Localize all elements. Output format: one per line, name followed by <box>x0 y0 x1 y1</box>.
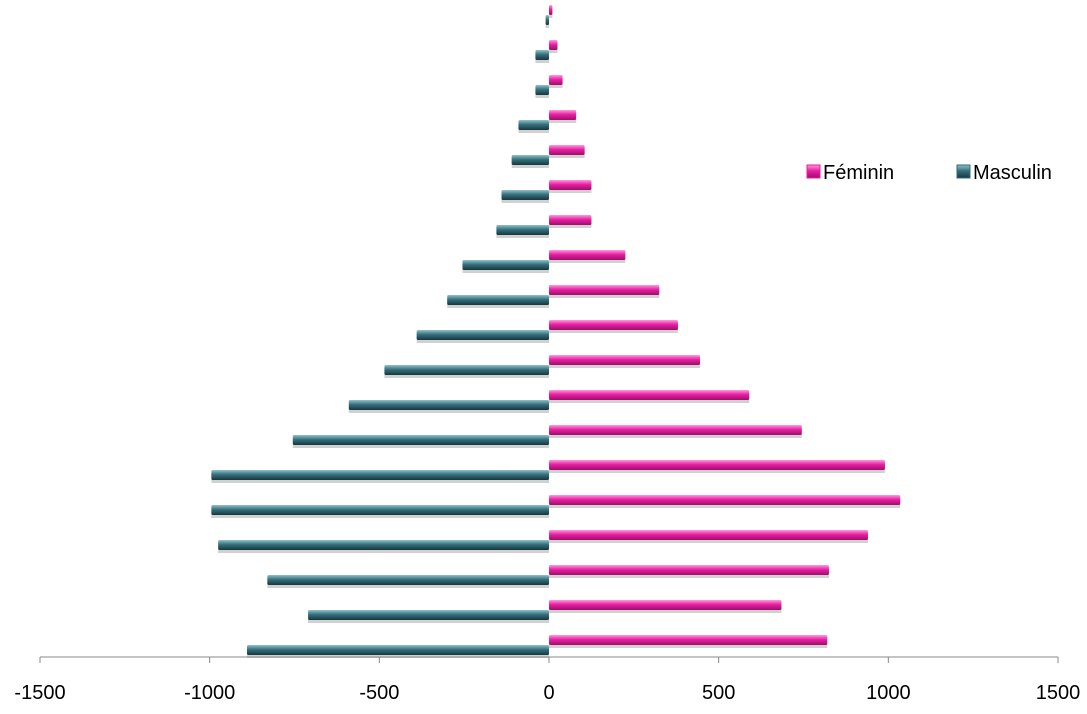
bar-masculin-6 <box>292 435 549 445</box>
bar-feminin-12 <box>549 215 592 225</box>
x-axis-ticks: -1500 -1000 -500 0 500 1000 1500 <box>14 657 1080 704</box>
legend-swatch-feminin <box>806 164 821 179</box>
bar-feminin-9 <box>549 320 678 330</box>
x-tick-label: 500 <box>702 682 735 704</box>
bar-feminin-0 <box>549 635 828 645</box>
bar-masculin-10 <box>447 295 549 305</box>
bar-masculin-5 <box>211 470 549 480</box>
bar-feminin-1 <box>549 600 782 610</box>
x-tick-label: 1000 <box>866 682 911 704</box>
legend-label-masculin: Masculin <box>973 162 1052 184</box>
legend-swatch-masculin <box>956 164 971 179</box>
bar-masculin-8 <box>384 365 549 375</box>
bar-feminin-14 <box>549 145 585 155</box>
bar-masculin-15 <box>518 120 549 130</box>
bar-feminin-3 <box>549 530 868 540</box>
x-tick-label: -1000 <box>184 682 235 704</box>
bar-masculin-13 <box>501 190 549 200</box>
bar-masculin-3 <box>218 540 549 550</box>
bar-masculin-4 <box>211 505 549 515</box>
bars-group <box>211 5 901 658</box>
bar-feminin-13 <box>549 180 592 190</box>
legend: Féminin Masculin <box>806 162 1052 184</box>
bar-feminin-17 <box>549 40 558 50</box>
bar-masculin-17 <box>535 50 549 60</box>
legend-label-feminin: Féminin <box>823 162 894 184</box>
bar-feminin-2 <box>549 565 829 575</box>
bar-feminin-8 <box>549 355 701 365</box>
bar-masculin-12 <box>496 225 549 235</box>
bar-feminin-6 <box>549 425 802 435</box>
bar-feminin-16 <box>549 75 563 85</box>
x-tick-label: -500 <box>359 682 399 704</box>
x-tick-label: -1500 <box>14 682 65 704</box>
bar-masculin-1 <box>308 610 549 620</box>
bar-feminin-10 <box>549 285 660 295</box>
bar-masculin-2 <box>267 575 549 585</box>
bar-feminin-15 <box>549 110 577 120</box>
bar-masculin-9 <box>416 330 549 340</box>
bar-masculin-11 <box>462 260 549 270</box>
bar-masculin-0 <box>246 645 549 655</box>
bar-masculin-16 <box>535 85 549 95</box>
legend-item-feminin: Féminin <box>806 162 894 184</box>
bar-feminin-5 <box>549 460 885 470</box>
bar-feminin-18 <box>549 5 553 15</box>
bar-masculin-18 <box>545 15 549 25</box>
bar-feminin-11 <box>549 250 626 260</box>
bar-feminin-4 <box>549 495 901 505</box>
bar-feminin-7 <box>549 390 750 400</box>
x-tick-label: 0 <box>543 682 554 704</box>
bar-masculin-14 <box>511 155 549 165</box>
bar-masculin-7 <box>348 400 549 410</box>
legend-item-masculin: Masculin <box>956 162 1052 184</box>
x-tick-label: 1500 <box>1036 682 1081 704</box>
